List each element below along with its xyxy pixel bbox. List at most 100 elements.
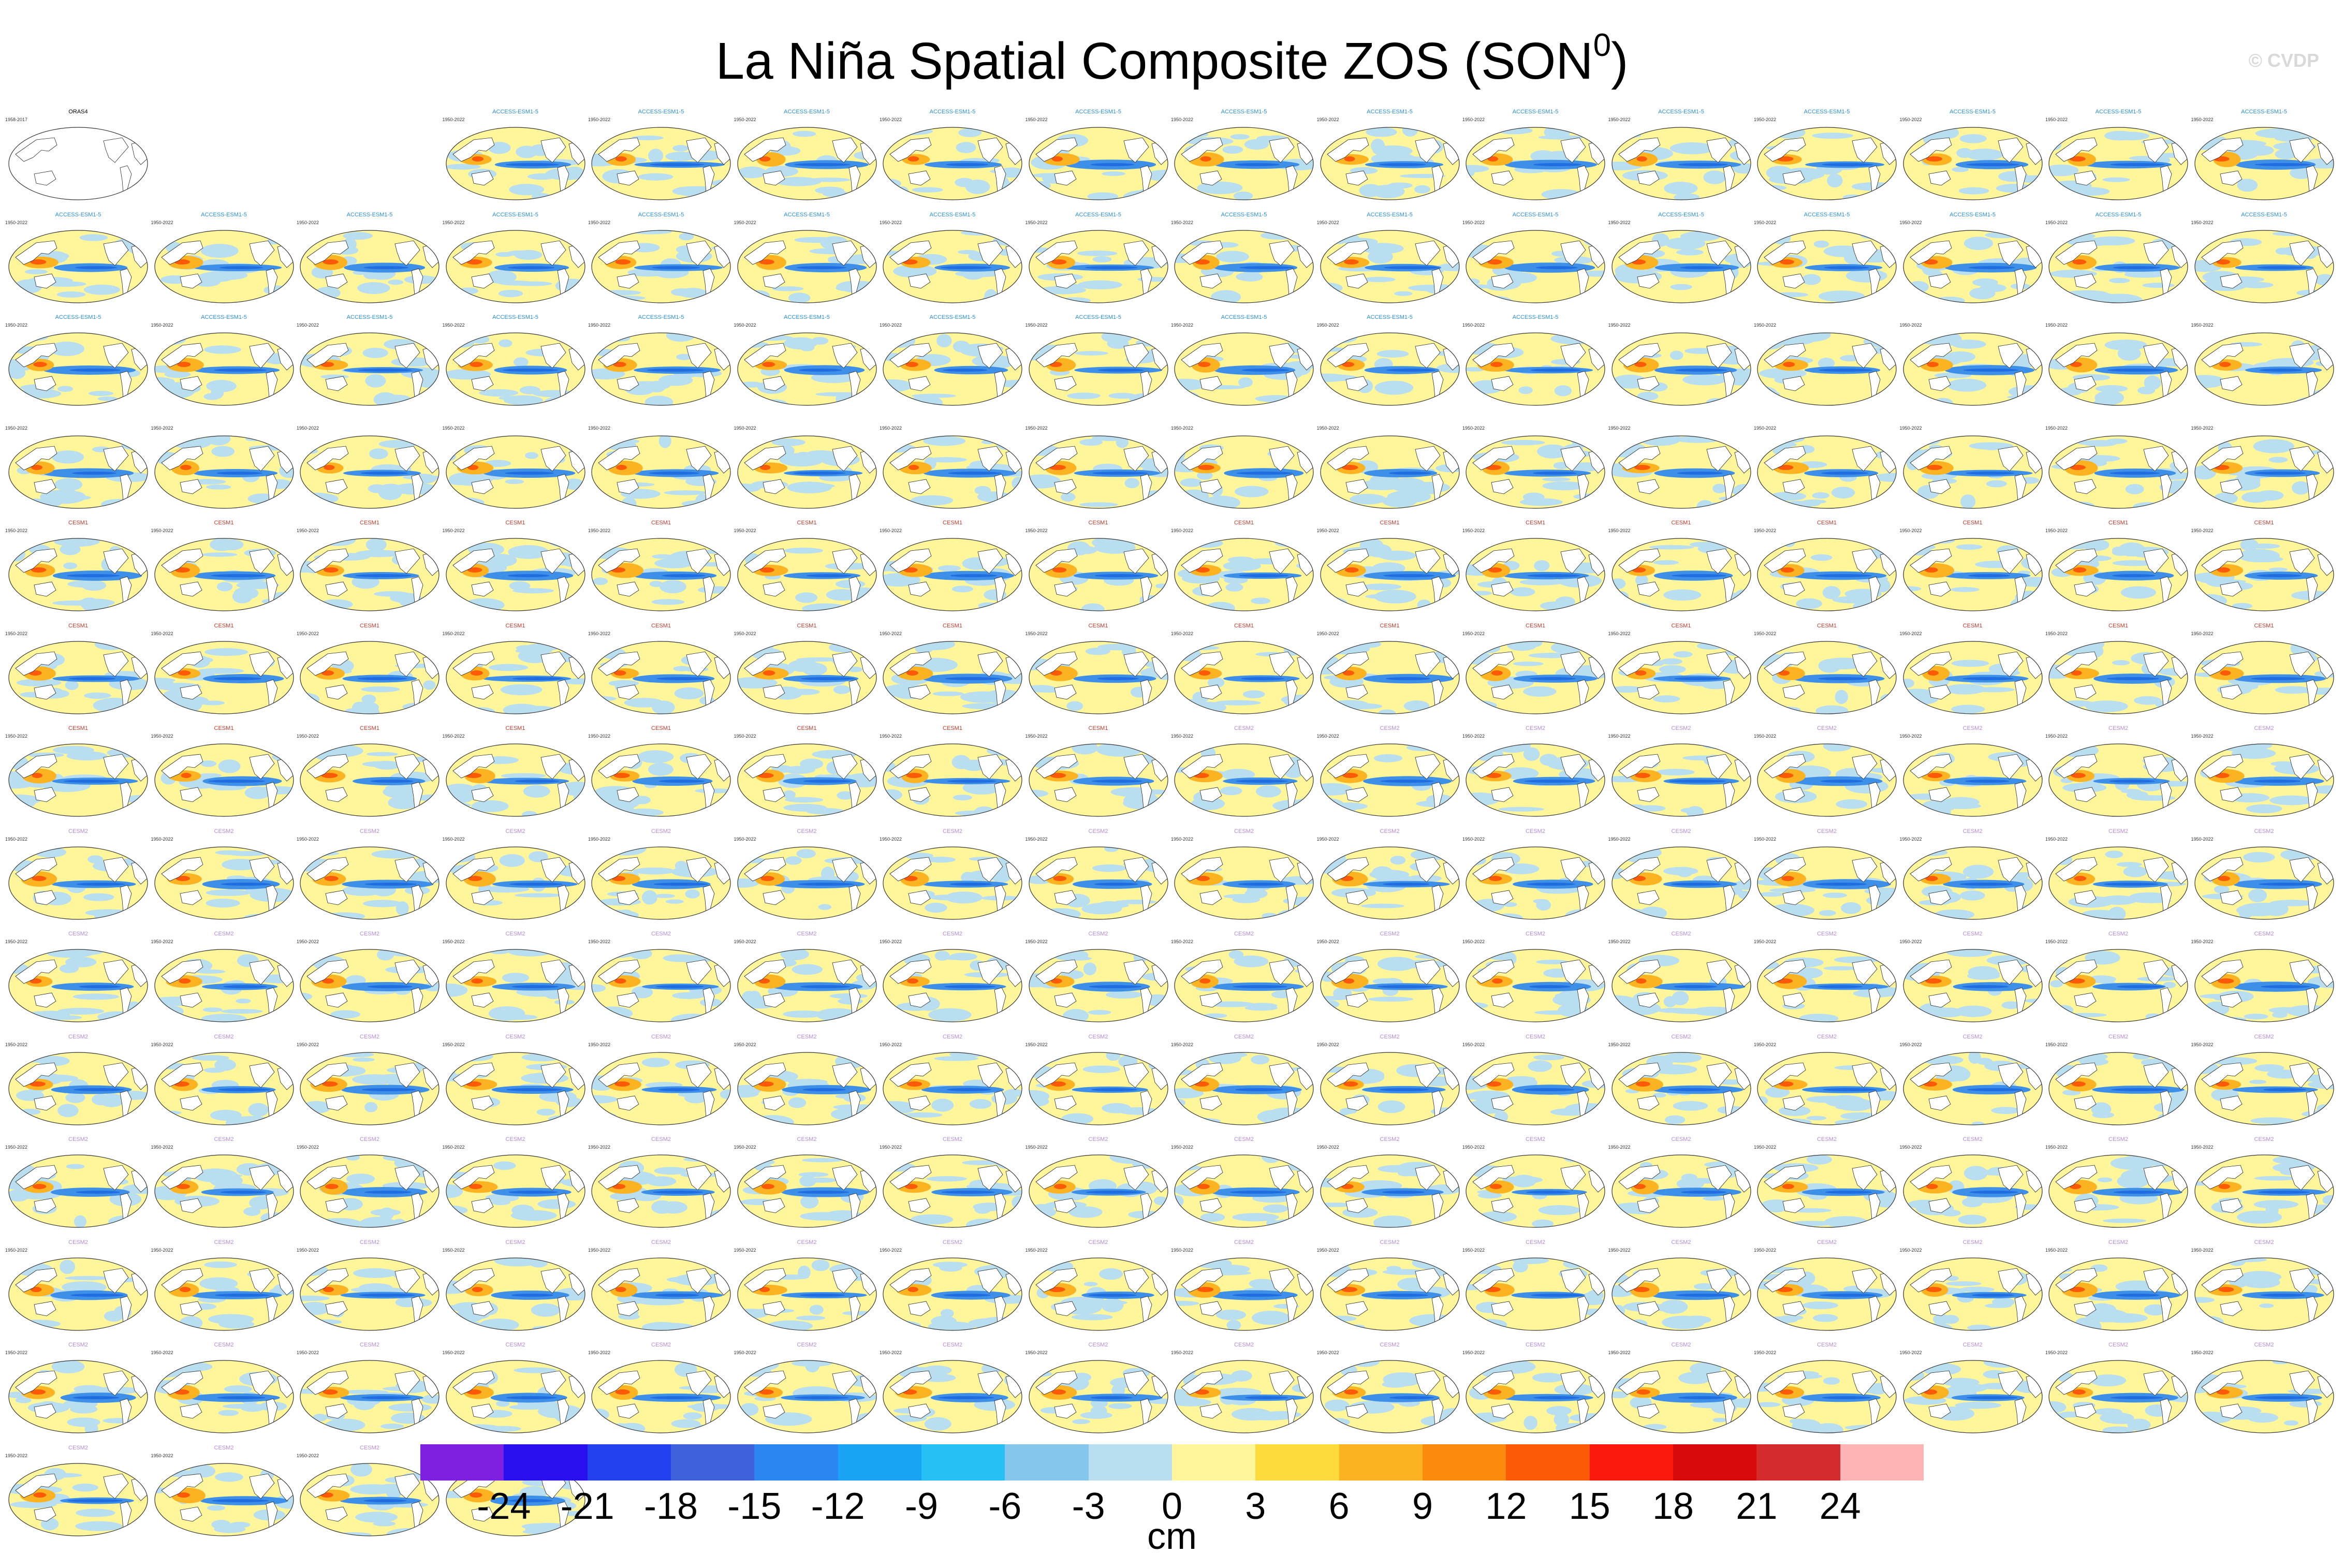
- map-anomaly-blob: [1232, 896, 1260, 903]
- map-anomaly-blob: [1191, 538, 1223, 548]
- panel-years: 1950-2022: [1462, 117, 1485, 122]
- map-anomaly-blob: [592, 134, 608, 143]
- map-anomaly-blob: [154, 1110, 182, 1115]
- map-anomaly-blob: [515, 145, 537, 158]
- ensemble-panel: ACCESS-ESM1-5 1950-2022: [1026, 313, 1171, 407]
- map-cold-core: [512, 677, 563, 680]
- panel-years: 1950-2022: [1754, 219, 1777, 225]
- map-landmass: [1345, 479, 1368, 494]
- panel-years: 1950-2022: [588, 734, 611, 739]
- map-anomaly-blob: [994, 913, 1022, 919]
- map-warm-core: [2220, 670, 2231, 676]
- map-landmass: [2074, 273, 2097, 288]
- panel-years: 1950-2022: [2191, 1042, 2214, 1047]
- map-anomaly-blob: [1361, 242, 1404, 254]
- panel-years: 1950-2022: [1899, 117, 1922, 122]
- panel-label: CESM2: [1671, 931, 1691, 937]
- map-anomaly-blob: [1669, 1008, 1715, 1014]
- panel-label: [151, 416, 297, 424]
- ensemble-panel: 1950-2022: [1026, 416, 1171, 510]
- map-anomaly-blob: [1378, 1100, 1405, 1113]
- map-warm-core: [1927, 773, 1942, 778]
- map-anomaly-blob: [1378, 550, 1416, 561]
- map-anomaly-blob: [214, 1059, 236, 1071]
- map-border: [1320, 229, 1460, 303]
- map-anomaly-blob: [1542, 481, 1586, 490]
- panel-label: CESM2: [943, 1136, 962, 1142]
- map-warm-core: [1051, 156, 1063, 162]
- panel-years: 1950-2022: [442, 631, 465, 636]
- ensemble-map: [2194, 332, 2334, 406]
- map-border: [1466, 332, 1605, 406]
- map-landmass: [598, 548, 640, 573]
- panel-label: ACCESS-ESM1-5: [784, 314, 830, 320]
- map-anomaly-blob: [610, 334, 631, 342]
- map-anomaly-blob: [2134, 696, 2162, 705]
- ensemble-panel: 1950-2022: [1900, 313, 2046, 407]
- map-anomaly-blob: [1180, 478, 1203, 487]
- map-anomaly-blob: [648, 380, 666, 393]
- map-anomaly-blob: [568, 908, 585, 918]
- panel-years: 1950-2022: [1316, 528, 1339, 533]
- map-anomaly-blob: [658, 435, 671, 448]
- map-border: [8, 332, 148, 406]
- panel-label: ACCESS-ESM1-5: [55, 314, 101, 320]
- map-anomaly-blob: [1669, 350, 1683, 360]
- ensemble-panel: CESM2 1950-2022: [1317, 1135, 1463, 1229]
- map-landmass: [180, 273, 202, 288]
- panel-label: CESM1: [1088, 520, 1108, 526]
- ensemble-panel: CESM2 1950-2022: [1754, 1033, 1900, 1127]
- ensemble-map: [1028, 435, 1168, 509]
- ensemble-map: [154, 640, 294, 714]
- map-landmass: [306, 240, 349, 265]
- map-cold-core: [943, 369, 988, 372]
- panel-years: 1950-2022: [1316, 631, 1339, 636]
- ensemble-map: [8, 538, 148, 611]
- map-landmass: [1764, 137, 1806, 162]
- panel-label: CESM2: [1962, 1033, 1983, 1040]
- map-landmass: [832, 548, 858, 574]
- map-warm-core: [1198, 362, 1211, 367]
- map-anomaly-blob: [679, 232, 694, 240]
- map-border: [591, 538, 731, 611]
- ensemble-panel: CESM2 1950-2022: [151, 1033, 297, 1127]
- map-landmass: [15, 137, 57, 162]
- map-anomaly-blob: [376, 949, 394, 961]
- map-warm-core: [907, 1081, 922, 1087]
- panel-label: CESM1: [1962, 520, 1983, 526]
- map-anomaly-blob: [388, 279, 404, 285]
- map-cold-core: [1383, 574, 1434, 577]
- panel-label: CESM2: [1088, 1033, 1108, 1040]
- map-anomaly-blob: [70, 949, 104, 955]
- map-landmass: [1706, 343, 1732, 369]
- map-warm-core: [178, 670, 191, 676]
- ensemble-panel: ACCESS-ESM1-5 1950-2022: [1317, 211, 1463, 305]
- map-warm-core: [907, 978, 918, 984]
- map-anomaly-blob: [2305, 1054, 2334, 1062]
- panel-years: 1950-2022: [1171, 836, 1194, 842]
- map-cold-core: [949, 882, 992, 886]
- ensemble-map: [737, 127, 877, 200]
- map-anomaly-blob: [1437, 262, 1459, 271]
- map-anomaly-blob: [364, 1102, 378, 1112]
- map-anomaly-blob: [932, 691, 964, 696]
- ensemble-map: [2194, 435, 2334, 509]
- map-landmass: [1637, 273, 1660, 288]
- map-anomaly-blob: [1466, 296, 1493, 302]
- map-anomaly-blob: [2250, 1117, 2295, 1124]
- map-anomaly-blob: [1519, 579, 1564, 585]
- panel-years: 1950-2022: [1171, 528, 1194, 533]
- map-anomaly-blob: [1193, 195, 1210, 200]
- map-anomaly-blob: [446, 783, 475, 794]
- map-landmass: [908, 170, 931, 186]
- panel-years: 1950-2022: [734, 219, 756, 225]
- map-warm-core: [180, 464, 192, 470]
- map-warm-core: [30, 259, 47, 265]
- map-landmass: [1618, 446, 1660, 470]
- map-cold-core: [1677, 163, 1727, 166]
- map-anomaly-blob: [895, 186, 909, 199]
- map-landmass: [15, 548, 57, 573]
- map-anomaly-blob: [2054, 854, 2073, 865]
- map-landmass: [1909, 137, 1952, 162]
- ensemble-panel: ACCESS-ESM1-5 1950-2022: [734, 313, 880, 407]
